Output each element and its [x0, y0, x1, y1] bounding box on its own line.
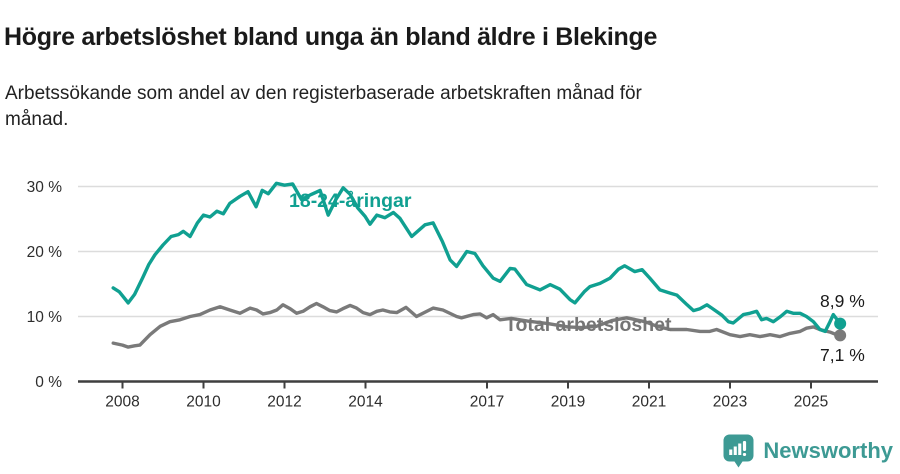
- series-end-dot-young: [834, 317, 847, 330]
- x-tick-label: 2021: [632, 394, 666, 411]
- end-value-label-young: 8,9 %: [820, 291, 865, 311]
- series-label-young: 18-24-åringar: [289, 189, 412, 212]
- logo-bar-2: [734, 446, 738, 455]
- page-title: Högre arbetslöshet bland unga än bland ä…: [4, 22, 658, 51]
- y-tick-label: 20 %: [27, 244, 63, 261]
- logo-bar-1: [729, 449, 733, 455]
- logo-exclamation-bar: [743, 441, 747, 451]
- x-tick-label: 2010: [186, 394, 221, 411]
- logo-bar-3: [738, 443, 742, 455]
- end-value-label-total: 7,1 %: [820, 345, 865, 365]
- x-tick-label: 2012: [267, 394, 301, 411]
- logo-bubble-tail: [733, 460, 744, 468]
- page-subtitle: Arbetssökande som andel av den registerb…: [5, 83, 642, 130]
- x-tick-label: 2023: [713, 394, 747, 411]
- series-label-total: Total arbetslöshet: [505, 314, 672, 336]
- x-tick-label: 2025: [794, 394, 828, 411]
- x-tick-label: 2014: [348, 394, 383, 411]
- series-end-dot-total: [834, 329, 847, 342]
- y-tick-label: 0 %: [35, 374, 62, 391]
- series-line-total: [111, 301, 842, 349]
- y-tick-label: 30 %: [27, 179, 63, 196]
- x-tick-label: 2008: [105, 394, 139, 411]
- newsworthy-logo[interactable]: Newsworthy: [723, 434, 893, 468]
- series-line-young: [111, 181, 842, 334]
- x-tick-label: 2017: [470, 394, 504, 411]
- y-tick-label: 10 %: [27, 309, 63, 326]
- bar-chart-speech-bubble-icon: [723, 434, 754, 468]
- logo-exclamation-dot: [743, 453, 747, 456]
- x-tick-label: 2019: [551, 394, 585, 411]
- brand-name: Newsworthy: [763, 438, 893, 463]
